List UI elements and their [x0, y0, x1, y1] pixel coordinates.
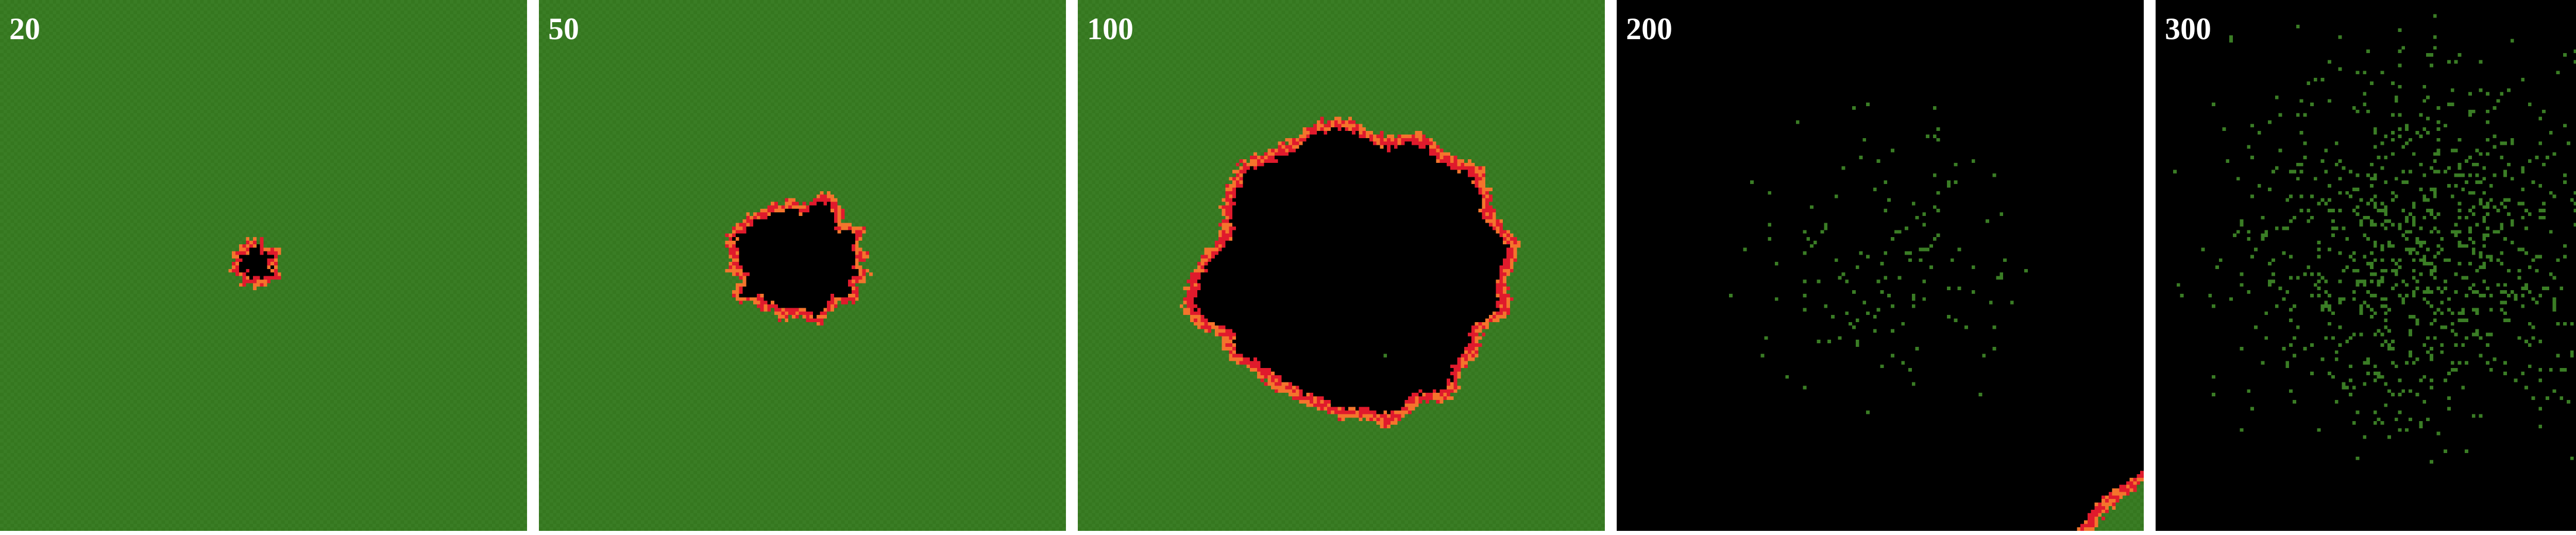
step-label: 200 — [1626, 12, 1672, 46]
panel-step-100: 100 — [1078, 0, 1605, 531]
step-label: 50 — [548, 12, 579, 46]
simulation-grid — [539, 0, 1066, 531]
simulation-grid — [1078, 0, 1605, 531]
step-label: 300 — [2165, 12, 2211, 46]
panel-step-200: 200 — [1617, 0, 2144, 531]
panel-step-300: 300 — [2156, 0, 2576, 531]
step-label: 100 — [1087, 12, 1133, 46]
step-label: 20 — [9, 12, 40, 46]
simulation-grid — [0, 0, 527, 531]
panel-step-50: 50 — [539, 0, 1066, 531]
simulation-grid — [1617, 0, 2144, 531]
panel-step-20: 20 — [0, 0, 527, 531]
simulation-grid — [2156, 0, 2576, 531]
